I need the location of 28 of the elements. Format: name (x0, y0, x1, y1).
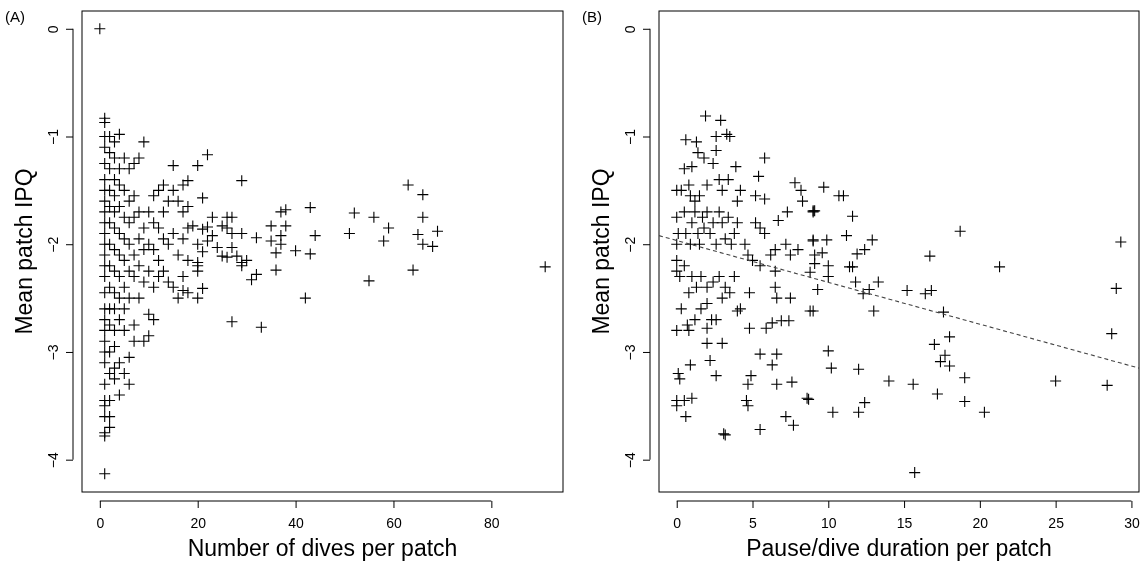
x-axis-title: Number of dives per patch (187, 535, 458, 561)
chart-title: (A) (5, 8, 25, 25)
y-axis-title: Mean patch IPQ (11, 168, 37, 335)
y-tick-label: −2 (622, 236, 638, 253)
y-tick-label: 0 (622, 25, 638, 34)
x-tick-label: 20 (972, 514, 989, 531)
x-tick-label: 80 (484, 514, 500, 531)
y-tick-label: −3 (622, 344, 638, 361)
x-tick-label: 60 (386, 514, 402, 531)
chart-title: (B) (582, 8, 602, 25)
x-tick-label: 40 (288, 514, 305, 531)
y-tick-label: −3 (45, 344, 61, 361)
x-tick-label: 20 (190, 514, 207, 531)
x-tick-label: 30 (1124, 514, 1140, 531)
y-tick-label: −1 (622, 128, 638, 145)
x-axis-title: Pause/dive duration per patch (746, 535, 1052, 561)
x-tick-label: 5 (749, 514, 758, 531)
x-tick-label: 15 (896, 514, 913, 531)
x-tick-label: 0 (673, 514, 682, 531)
y-axis-title: Mean patch IPQ (588, 168, 614, 335)
y-tick-label: −1 (45, 128, 61, 145)
y-tick-label: −4 (45, 451, 61, 469)
x-tick-label: 25 (1048, 514, 1065, 531)
y-tick-label: −4 (622, 451, 638, 469)
x-tick-label: 10 (821, 514, 837, 531)
y-tick-label: −2 (45, 236, 61, 253)
x-tick-label: 0 (96, 514, 105, 531)
y-tick-label: 0 (45, 25, 61, 34)
